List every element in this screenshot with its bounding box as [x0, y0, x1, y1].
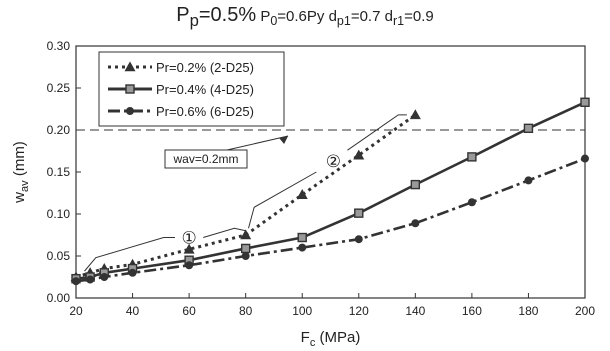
legend-marker-3	[126, 107, 134, 115]
series-3-point	[298, 243, 307, 252]
reference-label-box	[164, 149, 248, 169]
x-tick-label: 40	[126, 304, 140, 318]
x-tick-label: 180	[518, 304, 538, 318]
series-2-point	[354, 208, 364, 218]
x-axis-label-sub: c	[310, 337, 316, 349]
x-tick-label: 20	[69, 304, 83, 318]
y-tick-label: 0.05	[47, 249, 71, 263]
annotation-1-leader-right	[203, 227, 246, 238]
x-tick-label: 140	[405, 304, 425, 318]
title-p0-value: =0.6Py	[277, 8, 325, 25]
series-2-point	[240, 243, 251, 254]
series-line-3	[75, 157, 586, 283]
legend-marker-2	[125, 84, 135, 94]
series-3-point	[86, 275, 95, 284]
title-dr1-sub: r1	[392, 14, 405, 28]
series-1-point	[409, 109, 421, 120]
x-tick-label: 200	[575, 304, 595, 318]
y-axis-label-main: w	[11, 192, 28, 204]
annotation-2-leader-right	[347, 114, 407, 151]
title-p-sub: p	[189, 11, 199, 30]
title-p-value: =0.5%	[198, 4, 257, 26]
x-tick-label: 100	[292, 304, 312, 318]
series-1-point	[353, 149, 365, 160]
x-tick-label: 60	[182, 304, 196, 318]
series-3-point	[411, 219, 420, 228]
x-tick-label: 160	[462, 304, 482, 318]
legend: Pr=0.2% (2-D25) Pr=0.4% (4-D25) Pr=0.6% (6…	[98, 51, 285, 127]
y-tick-label: 0.25	[47, 81, 71, 95]
series-3-point	[581, 154, 589, 163]
series-2-point	[297, 232, 307, 243]
y-tick-label: 0.20	[47, 123, 71, 137]
title-dp1-sub: p1	[336, 14, 351, 28]
y-tick-label: 0.30	[47, 39, 71, 53]
series-3-point	[185, 261, 194, 270]
series-3-point	[100, 273, 109, 281]
legend-marker-1	[124, 61, 136, 72]
legend-label-2: Pr=0.4% (4-D25)	[156, 82, 254, 97]
y-axis-label-unit: (mm)	[11, 141, 28, 180]
title-p: P	[176, 4, 190, 26]
title-p0: P	[260, 8, 271, 25]
series-3-point	[72, 277, 80, 286]
annotation-1-label: ①	[181, 229, 196, 248]
title-dp1: d	[328, 8, 337, 25]
annotation-2-label: ②	[326, 152, 341, 171]
annotation-1-leader-left	[84, 237, 175, 272]
title-dr1-value: =0.9	[404, 8, 434, 25]
reference-arrowhead	[279, 136, 289, 144]
series-1-point	[296, 189, 308, 199]
series-line-2	[75, 101, 586, 280]
legend-label-1: Pr=0.2% (2-D25)	[156, 60, 254, 75]
series-2-point	[467, 152, 477, 162]
x-axis-label: Fc (MPa)	[301, 329, 361, 349]
reference-arrow	[226, 135, 289, 151]
series-2-point	[580, 97, 590, 107]
y-axis-label: wav (mm)	[11, 141, 31, 204]
series-3-point	[524, 176, 533, 185]
y-tick-label: 0.15	[47, 165, 71, 179]
x-axis-label-unit: (MPa)	[315, 329, 360, 346]
chart-title: Pp=0.5% P0=0.6Py dp1=0.7 dr1=0.9	[0, 4, 610, 31]
title-dp1-value: =0.7	[350, 8, 381, 25]
series-3-point	[467, 198, 476, 207]
x-tick-label: 80	[239, 304, 253, 318]
x-tick-label: 120	[349, 304, 369, 318]
y-tick-label: 0.00	[47, 291, 71, 305]
series-2-point	[523, 123, 534, 134]
y-axis-label-sub: av	[19, 180, 31, 192]
series-3-point	[354, 235, 363, 244]
series-1-point	[183, 243, 195, 254]
legend-label-3: Pr=0.6% (6-D25)	[156, 104, 254, 119]
series-3-point	[241, 252, 250, 260]
title-p0-sub: 0	[270, 14, 278, 28]
reference-label: wav=0.2mm	[172, 152, 238, 166]
annotation-2-leader-left	[248, 171, 317, 229]
series-2-point	[410, 179, 421, 190]
x-axis-label-main: F	[301, 329, 310, 346]
y-tick-label: 0.10	[47, 207, 71, 221]
title-dr1: d	[384, 8, 393, 25]
series-3-point	[128, 268, 137, 277]
series-1-point	[240, 229, 252, 240]
